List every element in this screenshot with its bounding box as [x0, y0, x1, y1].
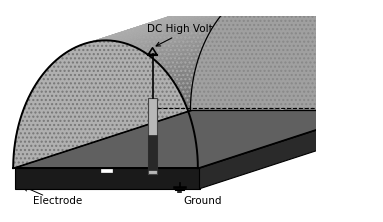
- Polygon shape: [95, 0, 275, 41]
- Text: w: w: [58, 150, 66, 160]
- Polygon shape: [87, 0, 268, 43]
- Polygon shape: [18, 66, 196, 129]
- Polygon shape: [124, 0, 304, 44]
- Polygon shape: [116, 0, 297, 42]
- Polygon shape: [80, 0, 261, 45]
- Polygon shape: [131, 0, 311, 47]
- Polygon shape: [195, 81, 373, 143]
- Polygon shape: [77, 0, 258, 47]
- Polygon shape: [16, 76, 194, 138]
- Polygon shape: [15, 81, 193, 143]
- Polygon shape: [15, 111, 283, 168]
- Polygon shape: [137, 0, 318, 50]
- Polygon shape: [27, 40, 206, 101]
- Polygon shape: [127, 0, 308, 45]
- Polygon shape: [102, 0, 283, 40]
- Polygon shape: [16, 71, 195, 133]
- Polygon shape: [148, 135, 157, 170]
- Polygon shape: [144, 0, 325, 54]
- Polygon shape: [178, 31, 357, 93]
- Polygon shape: [13, 40, 198, 168]
- Polygon shape: [188, 52, 367, 115]
- Polygon shape: [148, 98, 157, 174]
- Polygon shape: [70, 0, 251, 50]
- Polygon shape: [163, 10, 343, 71]
- Polygon shape: [180, 35, 360, 97]
- Polygon shape: [160, 7, 340, 68]
- Polygon shape: [165, 13, 345, 74]
- Polygon shape: [13, 100, 191, 163]
- Polygon shape: [190, 0, 375, 111]
- Text: Ionizer: Ionizer: [100, 98, 148, 129]
- Polygon shape: [67, 0, 247, 52]
- Polygon shape: [40, 17, 220, 78]
- Polygon shape: [186, 48, 365, 110]
- Polygon shape: [57, 0, 238, 59]
- Polygon shape: [197, 95, 375, 158]
- Polygon shape: [38, 20, 218, 81]
- Text: Ground: Ground: [183, 196, 222, 206]
- Polygon shape: [91, 0, 272, 42]
- Polygon shape: [195, 76, 373, 138]
- Polygon shape: [74, 0, 254, 48]
- Polygon shape: [13, 95, 191, 158]
- Polygon shape: [14, 85, 192, 148]
- Polygon shape: [151, 0, 331, 59]
- Polygon shape: [192, 66, 371, 129]
- Polygon shape: [171, 20, 350, 81]
- Polygon shape: [23, 48, 202, 110]
- Polygon shape: [35, 24, 215, 85]
- Polygon shape: [191, 61, 370, 124]
- Polygon shape: [106, 0, 286, 40]
- Polygon shape: [20, 57, 199, 119]
- Polygon shape: [98, 0, 279, 41]
- Polygon shape: [22, 52, 201, 115]
- Polygon shape: [54, 2, 234, 62]
- Polygon shape: [141, 0, 321, 52]
- Polygon shape: [168, 17, 348, 78]
- Polygon shape: [198, 100, 375, 163]
- Polygon shape: [113, 0, 294, 41]
- Polygon shape: [157, 4, 337, 65]
- Polygon shape: [176, 28, 355, 89]
- Polygon shape: [196, 85, 374, 148]
- Polygon shape: [15, 111, 377, 168]
- Text: DC High Voltage: DC High Voltage: [147, 24, 232, 46]
- Polygon shape: [120, 0, 301, 43]
- Polygon shape: [109, 0, 290, 41]
- Polygon shape: [43, 13, 223, 74]
- Polygon shape: [184, 44, 363, 106]
- Polygon shape: [173, 24, 353, 85]
- Polygon shape: [14, 90, 192, 153]
- Polygon shape: [33, 28, 213, 89]
- Polygon shape: [182, 40, 362, 101]
- Polygon shape: [193, 71, 372, 133]
- Polygon shape: [106, 111, 377, 168]
- Polygon shape: [13, 105, 190, 168]
- Polygon shape: [84, 0, 265, 44]
- Polygon shape: [46, 10, 226, 71]
- Polygon shape: [189, 57, 368, 119]
- Polygon shape: [48, 7, 229, 68]
- Polygon shape: [25, 44, 204, 106]
- Polygon shape: [29, 35, 208, 97]
- Polygon shape: [61, 0, 241, 57]
- Polygon shape: [15, 168, 200, 189]
- Polygon shape: [197, 90, 375, 153]
- Polygon shape: [31, 31, 210, 93]
- Polygon shape: [198, 105, 375, 168]
- Text: d: d: [277, 97, 283, 107]
- Polygon shape: [147, 0, 328, 57]
- Polygon shape: [101, 169, 112, 172]
- Polygon shape: [64, 0, 244, 54]
- Polygon shape: [154, 2, 334, 62]
- Polygon shape: [200, 111, 377, 189]
- Polygon shape: [19, 61, 198, 124]
- Polygon shape: [51, 4, 231, 65]
- Text: Electrode: Electrode: [33, 196, 82, 206]
- Polygon shape: [134, 0, 315, 48]
